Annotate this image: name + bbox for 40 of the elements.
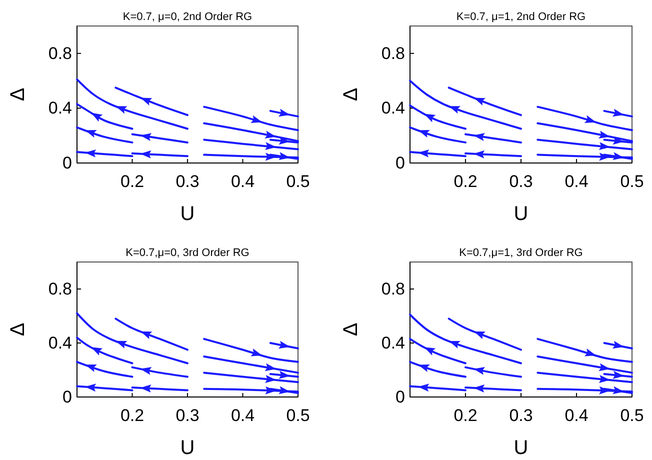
chart-title: K=0.7, μ=0, 2nd Order RG xyxy=(122,11,252,23)
x-tick-label: 0.5 xyxy=(286,406,310,426)
y-axis-title: Δ xyxy=(340,322,362,336)
y-tick-label: 0.4 xyxy=(381,333,405,352)
y-tick-label: 0.8 xyxy=(48,44,72,63)
y-tick-label: 0.4 xyxy=(48,98,72,118)
x-axis-title: U xyxy=(514,437,528,459)
x-tick-label: 0.3 xyxy=(176,172,200,192)
chart-title: K=0.7, μ=1, 2nd Order RG xyxy=(456,11,586,23)
x-tick-label: 0.4 xyxy=(230,406,255,426)
y-axis-title: Δ xyxy=(340,88,362,102)
x-tick-label: 0.3 xyxy=(509,172,533,192)
x-tick-label: 0.5 xyxy=(620,172,644,192)
y-tick-label: 0 xyxy=(396,387,405,406)
x-tick-label: 0.5 xyxy=(620,406,644,426)
y-tick-label: 0 xyxy=(62,153,72,172)
x-tick-label: 0.5 xyxy=(286,172,310,192)
y-axis-title: Δ xyxy=(7,88,29,102)
x-tick-label: 0.4 xyxy=(230,172,255,192)
x-tick-label: 0.2 xyxy=(120,172,144,192)
y-tick-label: 0.8 xyxy=(381,279,405,298)
y-tick-label: 0.4 xyxy=(381,98,405,118)
x-axis-title: U xyxy=(180,203,195,225)
y-tick-label: 0.4 xyxy=(48,333,72,352)
x-tick-label: 0.2 xyxy=(120,406,144,426)
x-tick-label: 0.4 xyxy=(564,406,588,426)
chart-title: K=0.7,μ=1, 3rd Order RG xyxy=(459,247,583,259)
x-axis-title: U xyxy=(180,437,195,459)
x-tick-label: 0.3 xyxy=(176,406,200,426)
chart-title: K=0.7,μ=0, 3rd Order RG xyxy=(126,247,250,259)
x-axis-title: U xyxy=(514,203,528,225)
y-axis-title: Δ xyxy=(7,322,29,336)
x-tick-label: 0.2 xyxy=(454,172,478,192)
x-tick-label: 0.3 xyxy=(509,406,533,426)
x-tick-label: 0.2 xyxy=(454,406,478,426)
y-tick-label: 0.8 xyxy=(381,44,405,63)
y-tick-label: 0 xyxy=(62,387,72,406)
y-tick-label: 0 xyxy=(396,153,405,172)
x-tick-label: 0.4 xyxy=(564,172,588,192)
y-tick-label: 0.8 xyxy=(48,279,72,298)
